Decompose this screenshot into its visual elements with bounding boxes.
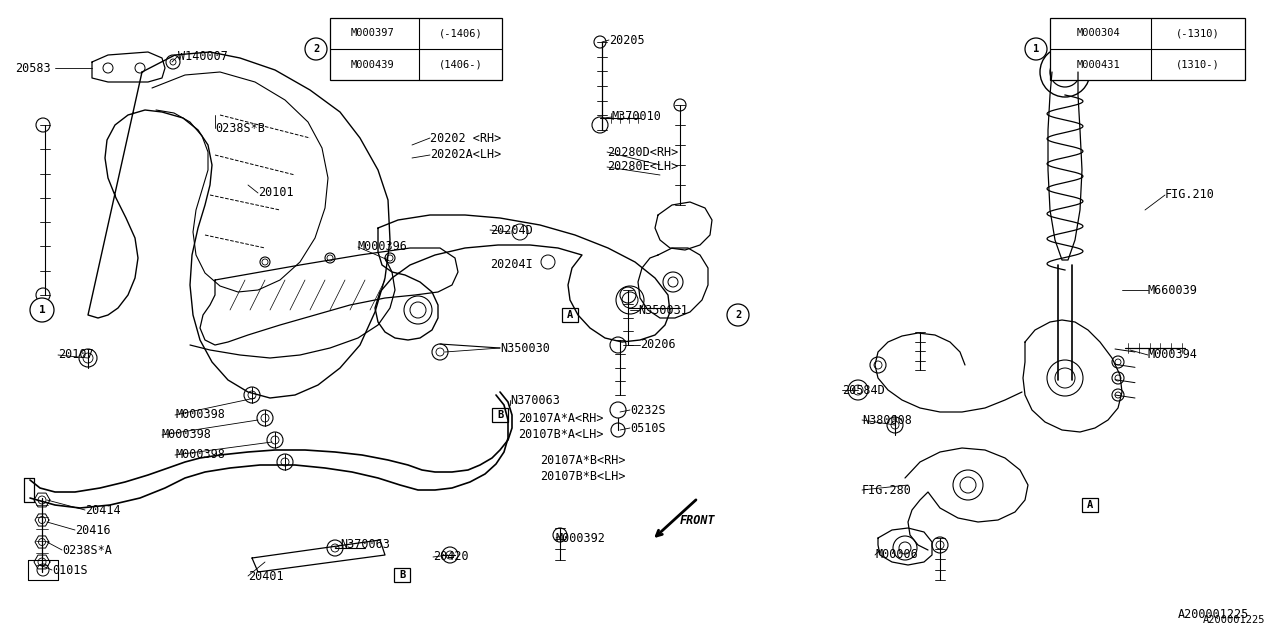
Text: 20206: 20206	[640, 339, 676, 351]
Bar	[1050, 18, 1245, 80]
Text: 1: 1	[38, 305, 45, 315]
Text: (1310-): (1310-)	[1176, 60, 1220, 70]
Text: N350030: N350030	[500, 342, 550, 355]
Circle shape	[1025, 38, 1047, 60]
Text: 20401: 20401	[248, 570, 284, 582]
Text: W140007: W140007	[178, 49, 228, 63]
Text: 20420: 20420	[433, 550, 468, 563]
Text: 20583: 20583	[15, 61, 51, 74]
Text: 2: 2	[735, 310, 741, 320]
Text: 20107: 20107	[58, 349, 93, 362]
Text: 1: 1	[1033, 44, 1039, 54]
Text: 20416: 20416	[76, 524, 110, 536]
Text: 20202A<LH>: 20202A<LH>	[430, 148, 502, 161]
FancyBboxPatch shape	[1082, 498, 1098, 512]
Text: 2: 2	[312, 44, 319, 54]
Text: 20107B*A<LH>: 20107B*A<LH>	[518, 429, 603, 442]
Text: M000398: M000398	[175, 449, 225, 461]
Text: FIG.280: FIG.280	[861, 483, 911, 497]
Text: 0238S*A: 0238S*A	[61, 543, 111, 557]
Text: 20107A*A<RH>: 20107A*A<RH>	[518, 412, 603, 424]
Text: M000439: M000439	[351, 60, 394, 70]
Text: (-1406): (-1406)	[439, 29, 483, 38]
Text: M000397: M000397	[351, 29, 394, 38]
Text: B: B	[399, 570, 406, 580]
Text: M000394: M000394	[1148, 349, 1198, 362]
Text: 20584D: 20584D	[842, 383, 884, 397]
Circle shape	[727, 304, 749, 326]
FancyBboxPatch shape	[562, 308, 579, 322]
FancyBboxPatch shape	[394, 568, 410, 582]
Text: M000392: M000392	[556, 531, 605, 545]
Text: 0232S: 0232S	[630, 403, 666, 417]
Text: M000398: M000398	[163, 429, 212, 442]
Bar	[330, 18, 502, 80]
FancyBboxPatch shape	[492, 408, 508, 422]
Text: M660039: M660039	[1148, 284, 1198, 296]
Text: 20414: 20414	[84, 504, 120, 516]
Text: FRONT: FRONT	[680, 513, 716, 527]
Circle shape	[29, 298, 54, 322]
Text: M000431: M000431	[1076, 60, 1120, 70]
Text: N370063: N370063	[509, 394, 559, 406]
Text: 20107A*B<RH>: 20107A*B<RH>	[540, 454, 626, 467]
Text: 20202 <RH>: 20202 <RH>	[430, 131, 502, 145]
Text: (1406-): (1406-)	[439, 60, 483, 70]
Text: M000304: M000304	[1076, 29, 1120, 38]
Text: A200001225: A200001225	[1202, 615, 1265, 625]
Text: M370010: M370010	[612, 111, 662, 124]
Text: 0238S*B: 0238S*B	[215, 122, 265, 134]
Text: M00006: M00006	[876, 548, 918, 561]
Text: 0510S: 0510S	[630, 422, 666, 435]
Text: 0101S: 0101S	[52, 563, 87, 577]
Text: 20280E<LH>: 20280E<LH>	[607, 161, 678, 173]
Text: 20204I: 20204I	[490, 259, 532, 271]
Text: A: A	[1087, 500, 1093, 510]
Text: 20205: 20205	[609, 33, 645, 47]
Text: N350031: N350031	[637, 303, 687, 317]
Text: (-1310): (-1310)	[1176, 29, 1220, 38]
Text: M000396: M000396	[358, 241, 408, 253]
Text: 20204D: 20204D	[490, 223, 532, 237]
Text: N370063: N370063	[340, 538, 390, 552]
Text: 20101: 20101	[259, 186, 293, 200]
Text: M000398: M000398	[175, 408, 225, 422]
Text: B: B	[497, 410, 503, 420]
Text: 20280D<RH>: 20280D<RH>	[607, 145, 678, 159]
Circle shape	[305, 38, 326, 60]
Text: 20107B*B<LH>: 20107B*B<LH>	[540, 470, 626, 483]
Text: A200001225: A200001225	[1178, 609, 1249, 621]
Text: A: A	[567, 310, 573, 320]
Text: FIG.210: FIG.210	[1165, 189, 1215, 202]
Text: N380008: N380008	[861, 413, 911, 426]
